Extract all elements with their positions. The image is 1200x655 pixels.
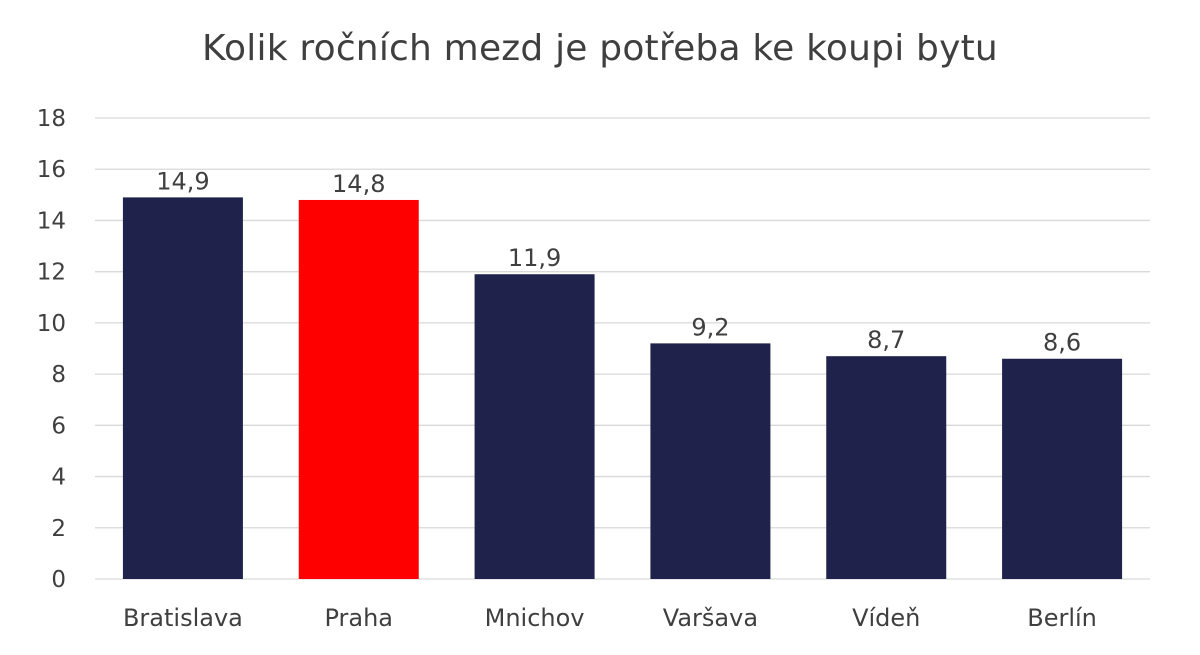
category-label-3: Varšava: [663, 604, 758, 632]
x-axis-categories: Bratislava Praha Mnichov Varšava Vídeň Berlín: [123, 604, 1097, 632]
y-tick-label: 2: [51, 516, 66, 542]
data-label-0: 14,9: [156, 167, 209, 195]
y-tick-label: 0: [51, 567, 66, 593]
bar-3: [650, 343, 771, 579]
y-tick-label: 18: [37, 106, 66, 132]
data-labels: 14,9 14,8 11,9 9,2 8,7 8,6: [156, 167, 1081, 356]
category-label-4: Vídeň: [852, 604, 920, 632]
data-label-4: 8,7: [867, 326, 905, 354]
category-label-2: Mnichov: [485, 604, 585, 632]
bar-4: [826, 356, 947, 579]
bar-0: [122, 197, 243, 579]
y-tick-label: 14: [37, 208, 66, 234]
category-label-1: Praha: [324, 604, 393, 632]
y-axis-ticks: 0 2 4 6 8 10 12 14 16 18: [37, 106, 66, 593]
gridlines: [95, 117, 1150, 580]
data-label-5: 8,6: [1043, 329, 1081, 357]
chart-title: Kolik ročních mezd je potřeba ke koupi b…: [202, 28, 998, 69]
y-tick-label: 8: [51, 362, 66, 388]
data-label-1: 14,8: [332, 170, 385, 198]
category-label-0: Bratislava: [123, 604, 243, 632]
bar-2: [474, 274, 595, 579]
y-tick-label: 12: [37, 260, 66, 286]
y-tick-label: 6: [51, 413, 66, 439]
y-tick-label: 10: [37, 311, 66, 337]
y-tick-label: 16: [37, 157, 66, 183]
y-tick-label: 4: [51, 465, 66, 491]
data-label-3: 9,2: [691, 313, 729, 341]
bars: [122, 197, 1123, 579]
bar-1: [298, 199, 419, 579]
category-label-5: Berlín: [1027, 604, 1097, 632]
data-label-2: 11,9: [508, 244, 561, 272]
bar-5: [1002, 358, 1123, 579]
